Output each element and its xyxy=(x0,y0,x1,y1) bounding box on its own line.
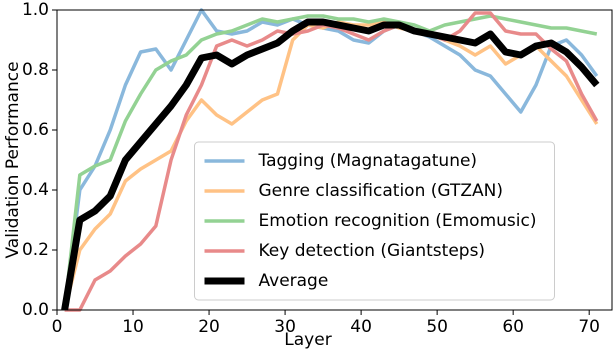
y-tick-label: 0.6 xyxy=(22,120,49,140)
x-tick-label: 10 xyxy=(122,317,144,337)
y-tick-label: 0.2 xyxy=(22,240,49,260)
legend: Tagging (Magnatagatune) Genre classificat… xyxy=(194,141,555,301)
legend-label: Genre classification (GTZAN) xyxy=(259,181,503,201)
legend-box xyxy=(194,141,555,301)
y-tick-label: 0.4 xyxy=(22,180,49,200)
legend-label: Tagging (Magnatagatune) xyxy=(258,151,478,171)
x-tick-label: 20 xyxy=(198,317,220,337)
y-tick-label: 0.8 xyxy=(22,60,49,80)
x-tick-label: 60 xyxy=(502,317,524,337)
x-tick-label: 40 xyxy=(350,317,372,337)
x-tick-label: 70 xyxy=(578,317,600,337)
x-tick-label: 30 xyxy=(274,317,296,337)
legend-label: Average xyxy=(259,271,329,291)
x-tick-label: 50 xyxy=(426,317,448,337)
y-tick-label: 0.0 xyxy=(22,300,49,320)
x-tick-label: 0 xyxy=(52,317,63,337)
legend-label: Emotion recognition (Emomusic) xyxy=(259,211,537,231)
series-line xyxy=(61,18,600,311)
series-line xyxy=(62,8,599,311)
x-axis-label: Layer xyxy=(284,330,331,350)
y-tick-label: 1.0 xyxy=(22,0,49,20)
y-axis-label: Validation Performance xyxy=(3,61,23,258)
legend-label: Key detection (Giantsteps) xyxy=(259,241,486,261)
plot-frame xyxy=(56,9,613,311)
series-line xyxy=(62,14,598,311)
